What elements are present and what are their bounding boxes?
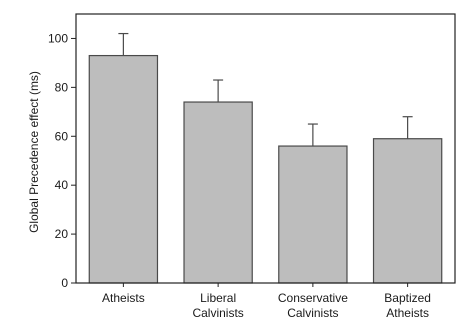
x-tick-label-2: Liberal Calvinists xyxy=(192,291,243,320)
x-tick-label-1: Atheists xyxy=(102,291,145,305)
y-ticks-layer: 0 20 40 60 80 100 xyxy=(48,31,76,290)
bars-layer xyxy=(88,54,443,284)
y-axis-label: Global Precedence effect (ms) xyxy=(27,71,41,233)
bar-3 xyxy=(278,145,348,284)
bar-1 xyxy=(88,54,159,284)
axes-layer xyxy=(75,13,456,287)
y-tick-label-60: 60 xyxy=(55,129,69,143)
error-bars-layer xyxy=(118,32,413,147)
y-tick-label-0: 0 xyxy=(61,276,68,290)
x-tick-label-3: Conservative Calvinists xyxy=(278,291,348,320)
y-tick-label-100: 100 xyxy=(48,31,68,45)
y-tick-label-20: 20 xyxy=(55,227,69,241)
x-labels-layer: Atheists Liberal Calvinists Conservative Cal… xyxy=(102,291,431,320)
plot-frame xyxy=(75,13,456,284)
bar-4 xyxy=(372,138,443,284)
y-tick-label-80: 80 xyxy=(55,80,69,94)
y-tick-label-40: 40 xyxy=(55,178,69,192)
x-tick-label-4: Baptized Atheists xyxy=(384,291,431,320)
bar-2 xyxy=(183,101,253,284)
